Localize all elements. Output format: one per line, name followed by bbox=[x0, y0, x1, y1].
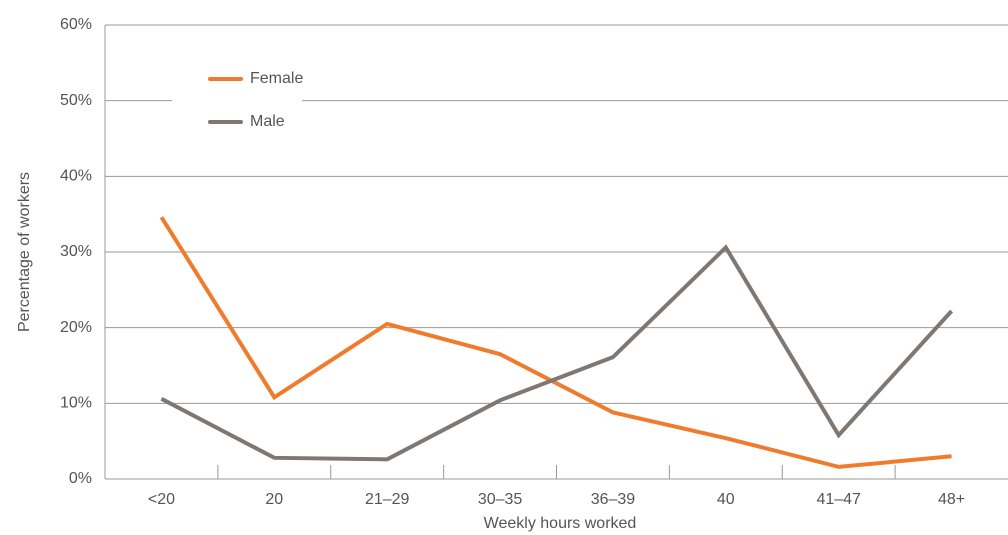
series-line bbox=[159, 216, 952, 469]
x-tick-label: 36–39 bbox=[591, 491, 636, 508]
legend-box bbox=[172, 58, 302, 142]
y-tick-label: 0% bbox=[69, 470, 92, 487]
legend: Female Male bbox=[172, 58, 303, 142]
x-tick-label: <20 bbox=[148, 491, 175, 508]
legend-label: Male bbox=[250, 113, 285, 130]
legend-label: Female bbox=[250, 70, 303, 87]
series-line bbox=[160, 244, 954, 462]
y-tick-label: 50% bbox=[60, 92, 92, 109]
y-tick-label: 10% bbox=[60, 395, 92, 412]
y-tick-label: 40% bbox=[60, 168, 92, 185]
y-tick-label: 30% bbox=[60, 243, 92, 260]
y-axis-title: Percentage of workers bbox=[16, 172, 33, 332]
x-axis-title: Weekly hours worked bbox=[484, 515, 637, 532]
y-tick-label: 20% bbox=[60, 319, 92, 336]
y-tick-label: 60% bbox=[60, 16, 92, 33]
x-tick-label: 48+ bbox=[938, 491, 965, 508]
x-tick-label: 30–35 bbox=[478, 491, 523, 508]
x-tick-label: 40 bbox=[717, 491, 735, 508]
x-tick-label: 20 bbox=[265, 491, 283, 508]
x-tick-label: 41–47 bbox=[816, 491, 861, 508]
x-tick-label: 21–29 bbox=[365, 491, 410, 508]
